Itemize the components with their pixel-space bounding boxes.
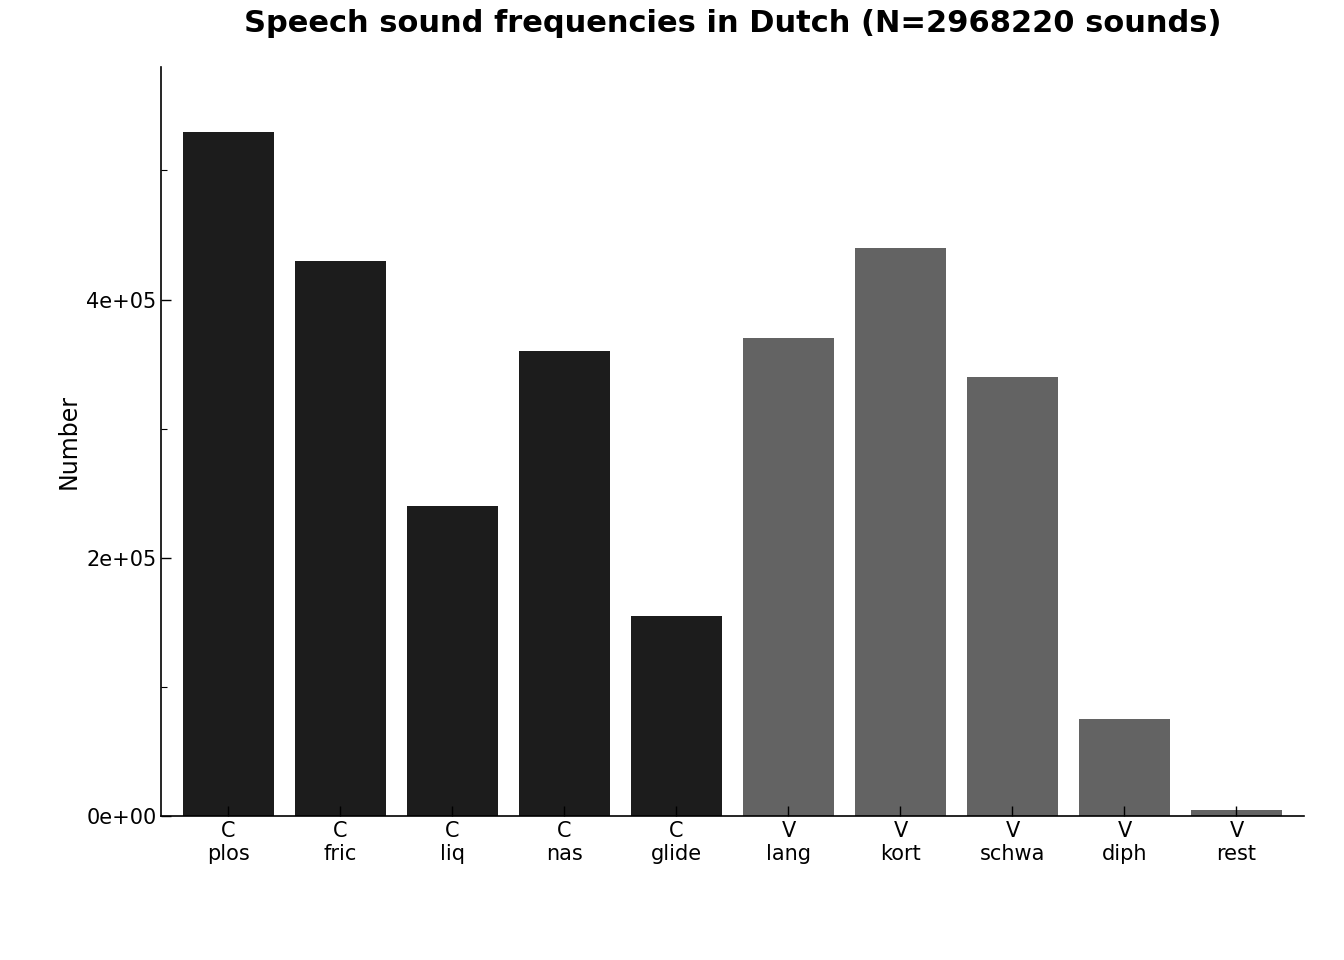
Bar — [519, 351, 610, 816]
Bar — [294, 261, 387, 816]
Bar — [630, 616, 723, 816]
Y-axis label: Number: Number — [56, 395, 81, 489]
Bar — [1079, 719, 1171, 816]
Bar — [1191, 809, 1282, 816]
Bar — [183, 132, 274, 816]
Bar — [855, 248, 946, 816]
Title: Speech sound frequencies in Dutch (N=2968220 sounds): Speech sound frequencies in Dutch (N=296… — [243, 10, 1222, 38]
Bar — [966, 377, 1059, 816]
Bar — [407, 506, 499, 816]
Bar — [743, 338, 835, 816]
